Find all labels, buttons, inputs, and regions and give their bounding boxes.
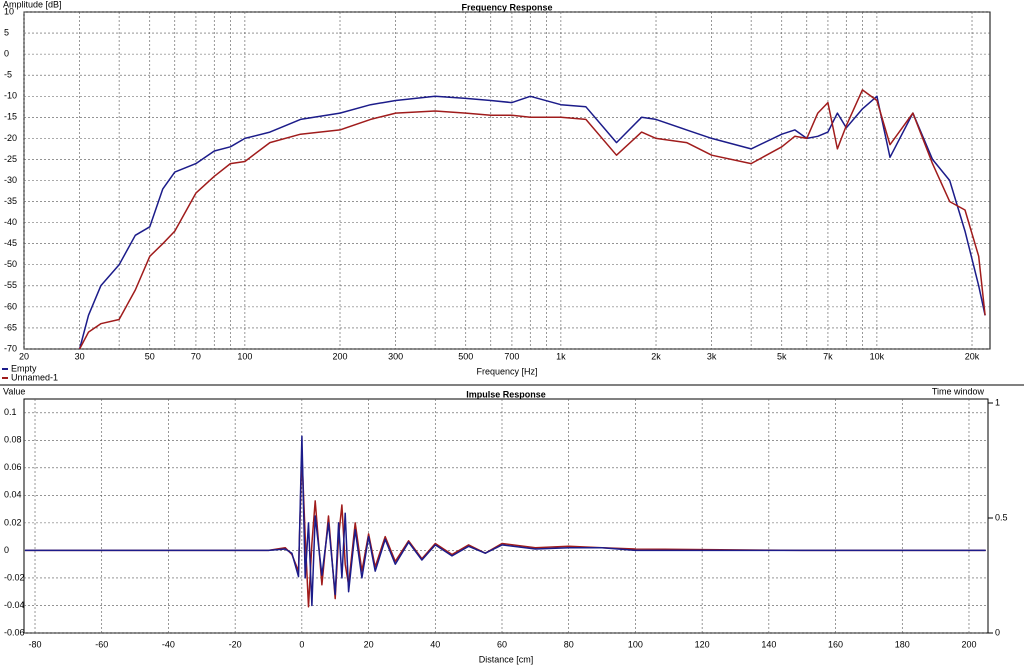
x-axis-label: Frequency [Hz]	[476, 366, 537, 376]
y-tick-label: -0.02	[4, 572, 25, 582]
x-tick-label: 300	[388, 351, 403, 361]
y2-tick-label: 0	[995, 627, 1000, 637]
x-tick-label: 20	[19, 351, 29, 361]
x-tick-label: 70	[191, 351, 201, 361]
y2-tick-label: 1	[995, 397, 1000, 407]
x-tick-label: 80	[564, 639, 574, 649]
x-tick-label: 20k	[965, 351, 980, 361]
x-tick-label: 500	[458, 351, 473, 361]
y-tick-label: -45	[4, 238, 17, 248]
x-tick-label: 160	[828, 639, 843, 649]
y-tick-label: -35	[4, 196, 17, 206]
y-tick-label: 0.08	[4, 435, 22, 445]
x-tick-label: 3k	[707, 351, 717, 361]
x-tick-label: 140	[761, 639, 776, 649]
y-tick-label: 10	[4, 6, 14, 16]
legend-label: Empty	[11, 363, 37, 373]
y-tick-label: 5	[4, 27, 9, 37]
x-tick-label: 0	[299, 639, 304, 649]
y-tick-label: -5	[4, 70, 12, 80]
x-tick-label: -40	[162, 639, 175, 649]
series-line	[78, 89, 986, 349]
plot-area	[23, 398, 989, 634]
y-tick-label: -50	[4, 259, 17, 269]
x-tick-label: -60	[95, 639, 108, 649]
x-tick-label: 120	[695, 639, 710, 649]
y-tick-label: -0.06	[4, 627, 25, 637]
x-tick-label: 60	[497, 639, 507, 649]
chart-title: Impulse Response	[466, 389, 546, 399]
y2-tick-label: 0.5	[995, 512, 1008, 522]
x-tick-label: 10k	[870, 351, 885, 361]
x-tick-label: 7k	[823, 351, 833, 361]
series-line	[78, 95, 986, 349]
y-tick-label: 0	[4, 49, 9, 59]
x-axis-label: Distance [cm]	[479, 654, 534, 664]
x-tick-label: 1k	[556, 351, 566, 361]
y-tick-label: -60	[4, 301, 17, 311]
y-tick-label: -10	[4, 91, 17, 101]
y-axis-label: Value	[3, 386, 25, 396]
x-tick-label: -20	[229, 639, 242, 649]
y-tick-label: -15	[4, 112, 17, 122]
y-tick-label: -25	[4, 154, 17, 164]
x-tick-label: 20	[364, 639, 374, 649]
legend-label: Unnamed-1	[11, 372, 58, 382]
x-tick-label: -80	[28, 639, 41, 649]
y-tick-label: -70	[4, 343, 17, 353]
y-tick-label: -65	[4, 322, 17, 332]
x-tick-label: 100	[628, 639, 643, 649]
y-tick-label: -55	[4, 280, 17, 290]
y2-axis-label: Time window	[932, 386, 985, 396]
y-tick-label: -40	[4, 217, 17, 227]
chart-title: Frequency Response	[461, 2, 552, 12]
y-tick-label: -0.04	[4, 600, 25, 610]
y-axis-label: Amplitude [dB]	[3, 0, 62, 9]
x-tick-label: 30	[75, 351, 85, 361]
x-tick-label: 200	[961, 639, 976, 649]
y-tick-label: 0.06	[4, 462, 22, 472]
y-tick-label: 0	[4, 545, 9, 555]
y-tick-label: 0.04	[4, 490, 22, 500]
y-tick-label: -30	[4, 175, 17, 185]
y-tick-label: -20	[4, 133, 17, 143]
x-tick-label: 5k	[777, 351, 787, 361]
x-tick-label: 50	[145, 351, 155, 361]
x-tick-label: 2k	[651, 351, 661, 361]
x-tick-label: 40	[430, 639, 440, 649]
x-tick-label: 180	[895, 639, 910, 649]
y-tick-label: 0.02	[4, 517, 22, 527]
x-tick-label: 100	[237, 351, 252, 361]
x-tick-label: 700	[504, 351, 519, 361]
y-tick-label: 0.1	[4, 407, 17, 417]
x-tick-label: 200	[332, 351, 347, 361]
series-line	[25, 435, 986, 607]
